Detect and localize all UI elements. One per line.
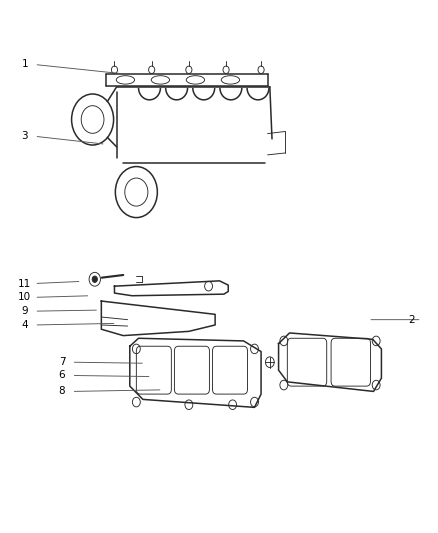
Text: 2: 2 (408, 314, 414, 325)
Circle shape (92, 276, 97, 282)
Text: 1: 1 (21, 60, 28, 69)
Text: 11: 11 (18, 279, 31, 288)
Text: 6: 6 (59, 370, 65, 381)
Text: 4: 4 (21, 320, 28, 330)
Text: 9: 9 (21, 306, 28, 316)
Text: 7: 7 (59, 357, 65, 367)
Text: 8: 8 (59, 386, 65, 397)
Text: 3: 3 (21, 131, 28, 141)
Text: 10: 10 (18, 292, 31, 302)
